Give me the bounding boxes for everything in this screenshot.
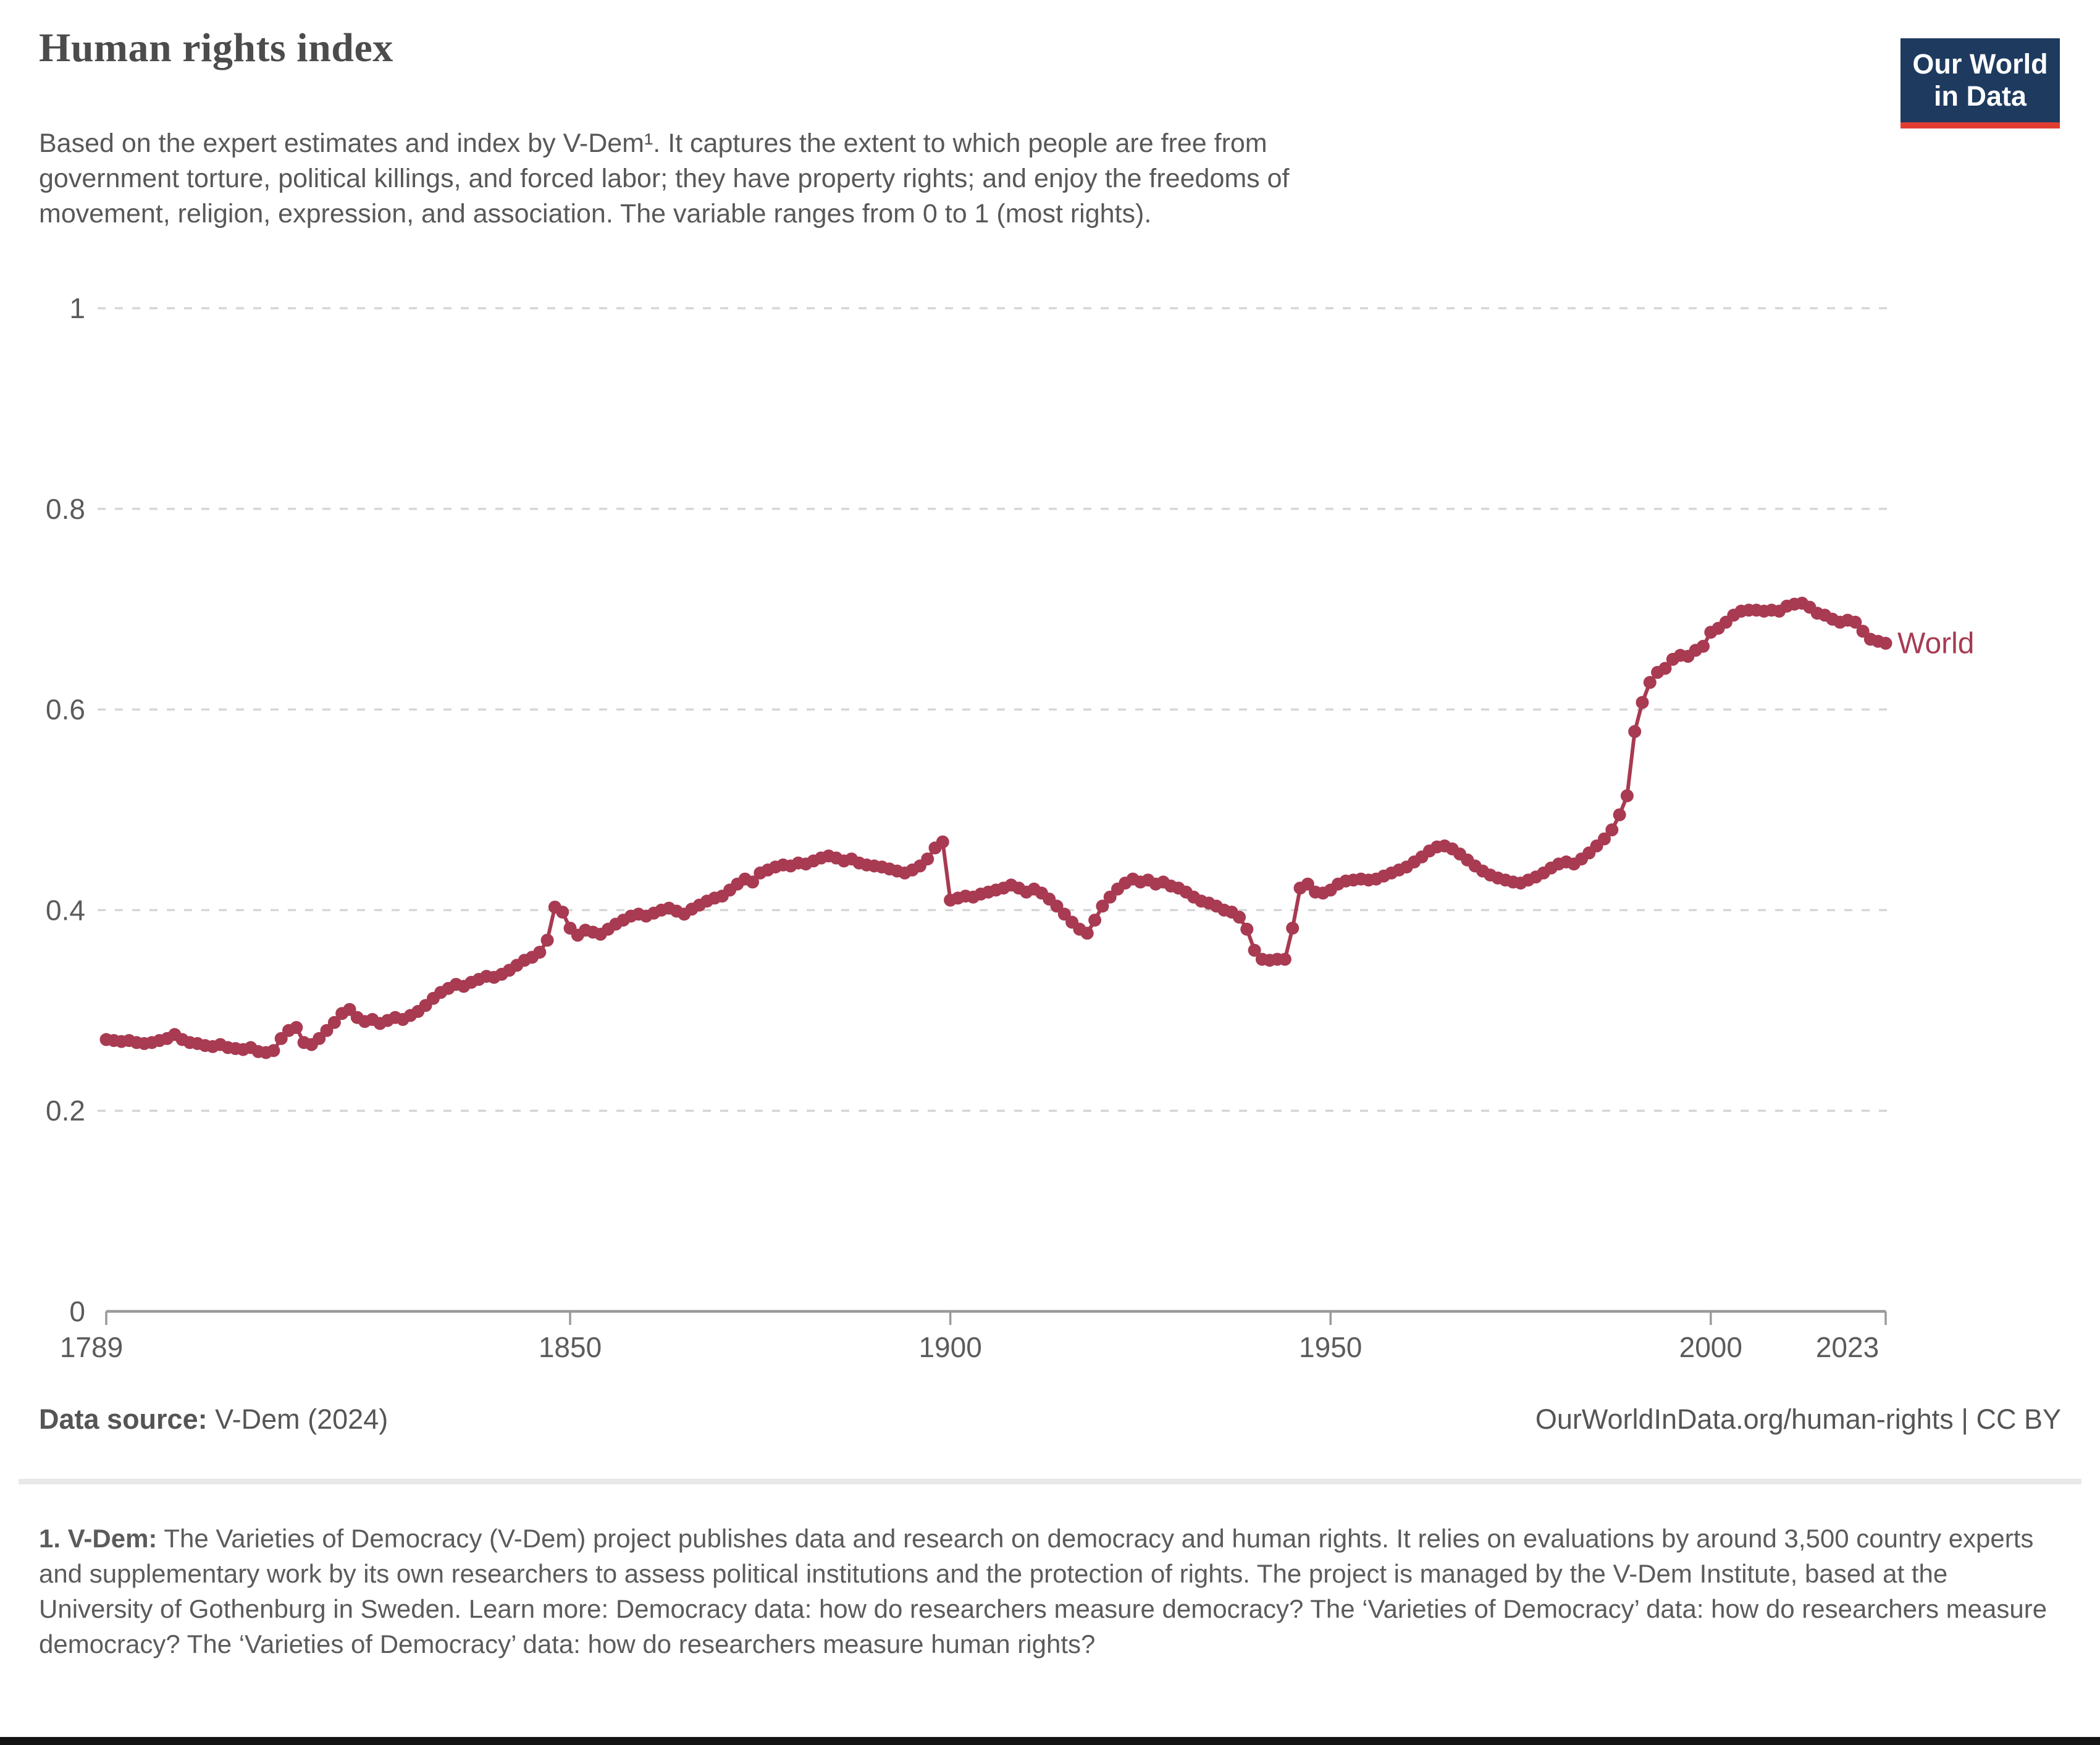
subtitle-line: Based on the expert estimates and index … xyxy=(39,128,1267,158)
svg-text:2000: 2000 xyxy=(1679,1331,1742,1363)
page-title: Human rights index xyxy=(39,25,393,70)
world-series-line xyxy=(106,601,1886,1055)
svg-text:1950: 1950 xyxy=(1299,1331,1362,1363)
svg-text:0.4: 0.4 xyxy=(46,894,85,926)
chart-canvas[interactable]: 0 0.2 0.4 0.6 0.8 1 1789 1850 1900 1950 2000 2023 Wo… xyxy=(0,0,2100,1396)
data-source: Data source: V-Dem (2024) xyxy=(39,1403,388,1436)
svg-text:1850: 1850 xyxy=(539,1331,602,1363)
owid-logo-box: Our World in Data xyxy=(1900,38,2060,122)
footnote-label: 1. V-Dem: xyxy=(39,1524,158,1553)
footer-link[interactable]: OurWorldInData.org/human-rights | CC BY xyxy=(1535,1403,2061,1435)
chart-subtitle: Based on the expert estimates and index … xyxy=(39,126,1290,232)
world-series-points xyxy=(99,597,1892,1059)
svg-text:2023: 2023 xyxy=(1816,1331,1879,1363)
bottom-border-bar xyxy=(0,1737,2100,1745)
svg-text:0.8: 0.8 xyxy=(46,493,85,525)
chart-footer: Data source: V-Dem (2024) OurWorldInData… xyxy=(39,1403,2061,1436)
svg-text:0: 0 xyxy=(69,1295,85,1327)
x-axis-labels: 1789 1850 1900 1950 2000 2023 xyxy=(60,1331,1879,1363)
subtitle-line: government torture, political killings, … xyxy=(39,164,1290,193)
svg-text:1: 1 xyxy=(69,292,85,324)
x-axis xyxy=(105,1310,1887,1325)
footnote: 1. V-Dem: The Varieties of Democracy (V-… xyxy=(39,1521,2068,1662)
svg-text:0.2: 0.2 xyxy=(46,1095,85,1127)
divider-rule xyxy=(19,1479,2081,1484)
subtitle-line: movement, religion, expression, and asso… xyxy=(39,199,1152,229)
owid-logo-line1: Our World xyxy=(1912,48,2048,80)
svg-text:1789: 1789 xyxy=(60,1331,123,1363)
owid-logo-line2: in Data xyxy=(1933,80,2027,112)
footnote-body: The Varieties of Democracy (V-Dem) proje… xyxy=(39,1524,2048,1659)
data-source-value: V-Dem (2024) xyxy=(207,1403,388,1435)
owid-logo[interactable]: Our World in Data xyxy=(1900,38,2060,128)
owid-logo-red-bar xyxy=(1900,122,2060,128)
svg-text:0.6: 0.6 xyxy=(46,694,85,726)
series-label-world[interactable]: World xyxy=(1897,627,1974,660)
svg-text:1900: 1900 xyxy=(918,1331,981,1363)
data-source-label: Data source: xyxy=(39,1403,208,1435)
gridlines xyxy=(98,307,1887,1112)
y-axis-labels: 0 0.2 0.4 0.6 0.8 1 xyxy=(46,292,85,1327)
